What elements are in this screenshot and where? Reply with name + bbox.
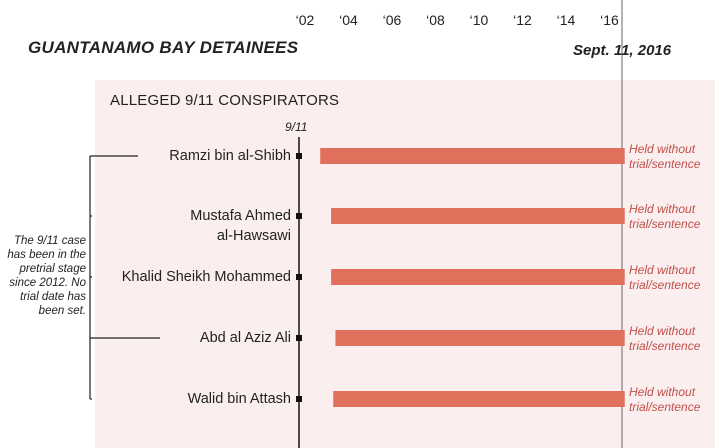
group-band (95, 80, 715, 448)
event-label: 9/11 (285, 120, 308, 134)
group-title: ALLEGED 9/11 CONSPIRATORS (110, 92, 340, 109)
event-marker (296, 153, 302, 159)
year-tick-label: ‘06 (382, 12, 402, 28)
year-tick-label: ‘10 (469, 12, 489, 28)
detainee-bar (335, 330, 625, 346)
event-marker (296, 396, 302, 402)
year-tick-label: ‘08 (426, 12, 445, 28)
detainee-status: Held without trial/sentence (629, 142, 701, 171)
detainee-bar (333, 391, 625, 407)
detainee-status: Held without trial/sentence (629, 202, 701, 231)
case-note: The 9/11 case has been in the pretrial s… (7, 235, 86, 317)
year-tick-label: ‘02 (295, 12, 315, 28)
year-tick-label: ‘14 (556, 12, 576, 28)
detainee-status: Held without trial/sentence (629, 324, 701, 353)
year-tick-label: ‘12 (513, 12, 532, 28)
event-marker (296, 274, 302, 280)
detainee-name: Mustafa Ahmed al-Hawsawi (190, 208, 291, 244)
detainee-bar (320, 148, 625, 164)
detainee-name: Walid bin Attash (187, 391, 291, 407)
detainee-status: Held without trial/sentence (629, 263, 701, 292)
detainee-name: Abd al Aziz Ali (199, 330, 291, 346)
date-marker-label: Sept. 11, 2016 (573, 42, 672, 59)
event-marker (296, 213, 302, 219)
detainee-bar (331, 269, 625, 285)
event-marker (296, 335, 302, 341)
year-tick-label: ‘16 (600, 12, 619, 28)
detainee-status: Held without trial/sentence (629, 385, 701, 414)
detainee-bar (331, 208, 625, 224)
detainee-name: Khalid Sheikh Mohammed (121, 269, 291, 285)
year-tick-label: ‘04 (339, 12, 358, 28)
page-title: GUANTANAMO BAY DETAINEES (28, 38, 299, 57)
detainee-name: Ramzi bin al-Shibh (169, 148, 291, 164)
